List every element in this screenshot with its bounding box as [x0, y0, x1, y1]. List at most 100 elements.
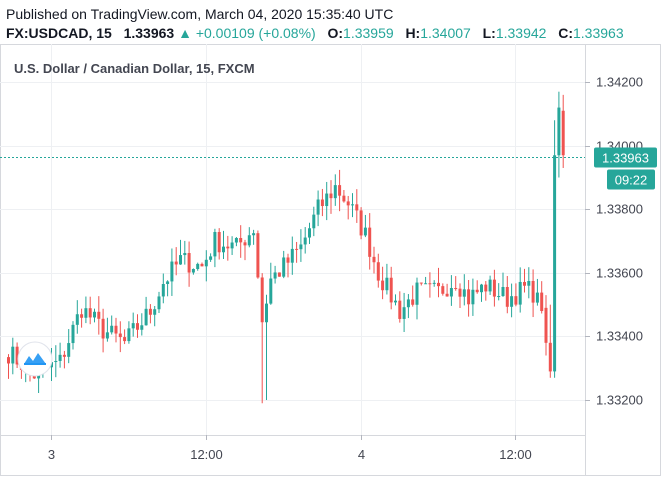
candle-body: [510, 296, 514, 307]
candle-body: [355, 204, 359, 211]
candle-body: [136, 323, 139, 330]
candle-body: [187, 253, 191, 273]
candle-body: [166, 281, 170, 285]
candle-body: [153, 309, 157, 315]
candle-body: [174, 261, 178, 265]
candle-body: [385, 277, 389, 291]
price-badge-bg: [594, 147, 657, 168]
chart-frame: [0, 44, 661, 476]
candle-body: [269, 278, 273, 304]
candle-body: [518, 281, 522, 305]
candle-body: [505, 286, 509, 307]
candle-body: [148, 308, 152, 315]
candle-body: [222, 246, 225, 253]
candle-body: [88, 308, 92, 318]
close-label: C:: [558, 25, 573, 41]
candle-body: [303, 237, 307, 245]
y-tick-label: 1.34200: [596, 75, 643, 90]
candle-body: [217, 231, 221, 253]
candle-body: [497, 296, 501, 298]
candlestick-chart[interactable]: 1.332001.334001.336001.338001.340001.342…: [0, 44, 661, 476]
candle-body: [84, 308, 88, 318]
candle-body: [161, 284, 165, 297]
last-price: 1.33963: [123, 25, 175, 41]
candle-body: [282, 257, 286, 277]
candle-body: [118, 333, 122, 338]
ohlc-legend: FX:USDCAD, 15 1.33963 ▲ +0.00109 (+0.08%…: [6, 25, 624, 41]
chart-area[interactable]: 1.33200 1.33400 1.33600 1.33800 1.34000 1.342…: [0, 44, 661, 476]
x-tick-label: 12:00: [190, 447, 223, 462]
y-tick-label: 1.33600: [596, 266, 643, 281]
candle-body: [553, 155, 557, 372]
candle-body: [183, 253, 187, 256]
candle-body: [71, 324, 75, 344]
grid: [0, 44, 585, 435]
candle-body: [114, 325, 118, 334]
symbol-label: FX:USDCAD, 15: [6, 25, 112, 41]
candle-body: [398, 300, 402, 319]
candle-body: [140, 325, 144, 330]
candle-body: [260, 277, 264, 323]
candle-body: [325, 193, 329, 207]
up-arrow-icon: ▲: [178, 25, 192, 41]
open-label: O:: [327, 25, 344, 41]
candle-body: [333, 185, 337, 199]
candle-body: [239, 238, 243, 243]
candle-body: [544, 307, 548, 343]
candle-body: [484, 284, 488, 292]
candle-body: [488, 279, 492, 292]
candle-body: [561, 110, 565, 156]
y-tick-label: 1.33800: [596, 202, 643, 217]
candle-body: [454, 288, 458, 290]
candle-body: [170, 261, 174, 282]
candle-body: [432, 282, 436, 284]
candle-body: [467, 289, 471, 305]
candle-body: [449, 288, 453, 297]
candle-body: [501, 286, 505, 297]
candle-body: [230, 242, 234, 249]
tradingview-cloud-icon[interactable]: [17, 341, 53, 377]
candle-body: [346, 201, 350, 206]
price-badge-text: 1.33963: [602, 150, 649, 165]
y-tick-label: 1.33400: [596, 329, 643, 344]
close-value: 1.33963: [573, 25, 624, 41]
candle-body: [200, 263, 204, 267]
candle-body: [557, 107, 561, 156]
x-tick-label: 4: [358, 447, 365, 462]
low-value: 1.33942: [495, 25, 547, 41]
candle-body: [492, 279, 496, 297]
candle-body: [144, 308, 148, 326]
candle-body: [62, 354, 66, 357]
candle-body: [80, 314, 84, 318]
candle-body: [368, 227, 372, 257]
candle-body: [234, 238, 238, 243]
candle-body: [338, 185, 342, 196]
candle-body: [415, 282, 419, 305]
countdown-badge-bg: [607, 169, 655, 190]
candle-body: [359, 210, 363, 236]
published-caption: Published on TradingView.com, March 04, …: [6, 6, 394, 22]
candle-body: [15, 346, 19, 365]
candle-body: [265, 303, 268, 323]
candle-body: [471, 289, 475, 305]
high-value: 1.34007: [420, 25, 471, 41]
candle-body: [475, 289, 479, 293]
chart-header: Published on TradingView.com, March 04, …: [0, 0, 661, 44]
candle-body: [256, 233, 260, 278]
candle-body: [308, 228, 311, 238]
candle-body: [389, 277, 393, 303]
candle-body: [290, 248, 294, 263]
candle-body: [157, 296, 161, 310]
low-label: L:: [482, 25, 496, 41]
time-axis[interactable]: 3 12:00 4 12:00: [48, 435, 532, 462]
y-tick-label: 1.33200: [596, 393, 643, 408]
candle-body: [316, 199, 320, 215]
candle-body: [329, 193, 333, 199]
candle-body: [540, 292, 544, 312]
candle-body: [295, 248, 299, 250]
price-badge: 1.33963 09:22: [594, 147, 657, 190]
candle-body: [7, 357, 10, 364]
candle-body: [523, 281, 526, 286]
candle-body: [196, 263, 200, 270]
candle-body: [376, 262, 380, 281]
